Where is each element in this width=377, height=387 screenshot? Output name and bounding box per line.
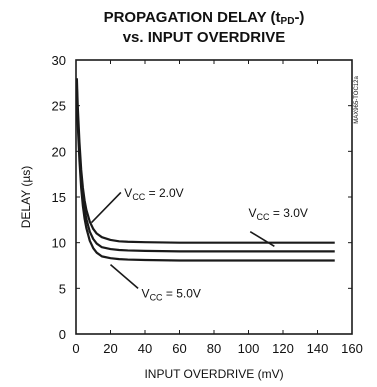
chart-title: PROPAGATION DELAY (tPD-)	[104, 9, 305, 27]
chart-subtitle: vs. INPUT OVERDRIVE	[123, 29, 286, 46]
y-tick-label: 0	[59, 327, 66, 342]
x-tick-label: 40	[138, 341, 152, 356]
y-tick-label: 20	[52, 144, 66, 159]
y-axis-label: DELAY (µs)	[19, 166, 33, 228]
x-tick-label: 80	[207, 341, 221, 356]
x-tick-label: 0	[72, 341, 79, 356]
y-tick-label: 5	[59, 281, 66, 296]
annotation-leader	[109, 263, 139, 289]
annotation-leader	[90, 191, 122, 224]
series-line-2	[75, 87, 335, 253]
annotation-leader	[249, 231, 275, 248]
x-tick-label: 100	[238, 341, 260, 356]
figure-code: MAX965-TOC12a	[354, 76, 360, 124]
series-line-3	[75, 96, 335, 262]
x-axis-label: INPUT OVERDRIVE (mV)	[144, 367, 283, 381]
y-tick-label: 25	[52, 99, 66, 114]
y-tick-label: 10	[52, 236, 66, 251]
annotation-layer: VCC = 2.0V VCC = 3.0V VCC = 5.0V	[90, 186, 308, 302]
x-tick-label: 140	[307, 341, 329, 356]
plot-frame	[75, 59, 353, 335]
x-tick-label: 60	[172, 341, 186, 356]
y-tick-label: 15	[52, 190, 66, 205]
series-annotation-label: VCC = 5.0V	[142, 286, 201, 302]
x-tick-label: 160	[341, 341, 363, 356]
y-tick-label: 30	[52, 53, 66, 68]
series-annotation-label: VCC = 2.0V	[124, 186, 183, 202]
tick-layer: 0 20 40 60 80 100 120 140 160 0 5 10 15 20 25 30	[52, 53, 363, 356]
series-layer	[75, 78, 335, 262]
series-annotation-label: VCC = 3.0V	[249, 206, 308, 222]
x-tick-label: 120	[272, 341, 294, 356]
x-tick-label: 20	[103, 341, 117, 356]
